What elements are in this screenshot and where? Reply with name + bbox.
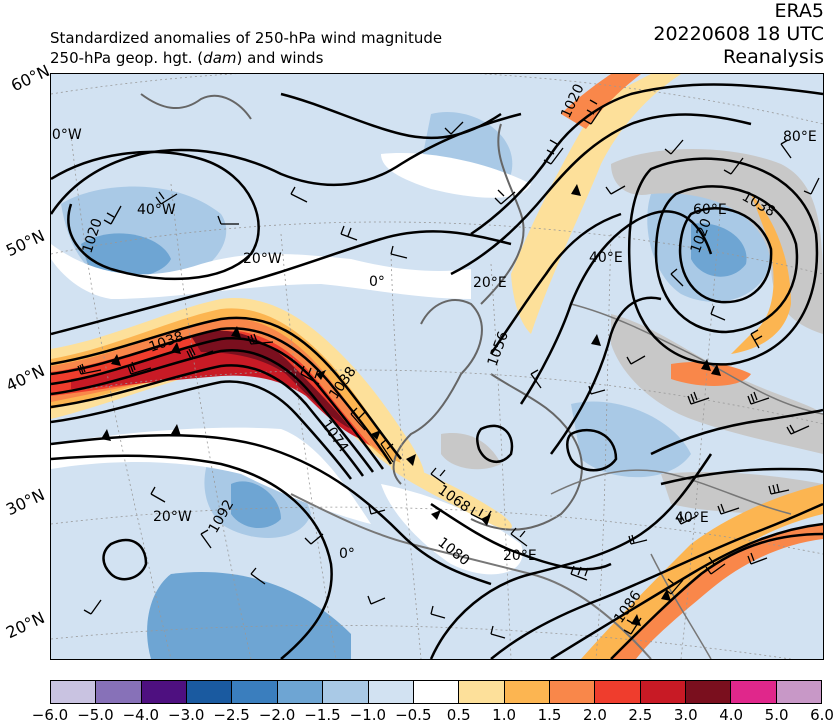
anomaly-region-blue: [147, 572, 351, 659]
lon-label: 60°E: [693, 202, 727, 218]
jet-streak-maximum: [191, 330, 351, 429]
coastline: [290, 493, 652, 659]
product-label: Reanalysis: [723, 46, 824, 68]
jet-streak-moderate: [581, 484, 823, 659]
coastline: [140, 93, 252, 120]
colorbar-tick-label: −2.5: [213, 706, 250, 724]
colorbar-tick-label: −2.0: [258, 706, 296, 724]
datetime-label: 20220608 18 UTC: [653, 23, 824, 45]
title-line-2: 250-hPa geop. hgt. (dam) and winds: [50, 49, 324, 67]
lon-label: 0°: [339, 546, 355, 562]
map-panel: 60°W 40°W 20°W 0° 20°E 40°E 60°E 80°E 20…: [50, 73, 824, 660]
lat-label: 30°N: [3, 484, 48, 520]
jet-streak-moderate: [731, 194, 791, 354]
colorbar-tick-label: 3.0: [673, 706, 698, 724]
colorbar-tick-label: 5.0: [764, 706, 789, 724]
jet-streak-strong: [561, 74, 641, 129]
map-title: Standardized anomalies of 250-hPa wind m…: [50, 28, 442, 68]
colorbar-tick-label: −1.0: [349, 706, 387, 724]
lon-label: 40°W: [137, 202, 176, 218]
lat-label: 40°N: [3, 360, 48, 396]
jet-streak-strong: [671, 362, 751, 386]
lon-label: 20°W: [153, 509, 192, 525]
colorbar-segment: [731, 681, 777, 703]
colorbar-tick-label: −4.0: [122, 706, 160, 724]
anomaly-region-blue: [691, 223, 747, 277]
border-line: [550, 469, 792, 515]
colorbar-tick-label: 6.0: [810, 706, 834, 724]
lon-label: 20°W: [243, 251, 282, 267]
colorbar-segment: [686, 681, 732, 703]
wind-barb-flags: [101, 184, 721, 626]
colorbar-segment: [413, 681, 460, 703]
height-contours: [51, 83, 823, 659]
anomaly-region-blue: [81, 233, 171, 279]
colorbar-tick-label: −3.0: [168, 706, 205, 724]
jet-streak-strong: [611, 524, 823, 659]
colorbar-tick-label: −1.5: [304, 706, 341, 724]
coastline: [480, 123, 525, 305]
colorbar-segment: [51, 681, 97, 703]
colorbar-tick-label: −5.0: [77, 706, 114, 724]
colorbar-ticks: −6.0 −5.0 −4.0 −3.0 −2.5 −2.0 −1.5 −1.0 −0.5 0.5 1…: [0, 706, 834, 724]
colorbar-tick-label: 2.5: [628, 706, 653, 724]
border-line: [650, 553, 712, 659]
map-canvas: 60°W 40°W 20°W 0° 20°E 40°E 60°E 80°E 20…: [51, 74, 823, 659]
colorbar-segment: [459, 681, 505, 703]
coastline: [392, 299, 483, 485]
lat-label: 60°N: [8, 60, 53, 96]
jet-streak-core: [71, 338, 361, 439]
colorbar-segment: [232, 681, 278, 703]
colorbar-segment: [549, 681, 596, 703]
source-label: ERA5: [774, 0, 824, 22]
lon-label: 20°E: [503, 548, 537, 564]
lat-label: 50°N: [3, 225, 48, 261]
colorbar-segment: [187, 681, 233, 703]
lat-label: 20°N: [3, 607, 48, 643]
colorbar-segment: [640, 681, 687, 703]
colorbar-segment: [595, 681, 641, 703]
wind-barbs: [77, 99, 820, 639]
colorbar-tick-label: −6.0: [31, 706, 69, 724]
lon-label: 40°E: [589, 250, 623, 266]
colorbar-segment: [96, 681, 142, 703]
colorbar-tick-label: 0.5: [446, 706, 471, 724]
anomaly-region-grey: [441, 433, 501, 470]
lon-label: 80°E: [783, 129, 817, 145]
colorbar-tick-label: 1.5: [537, 706, 562, 724]
colorbar-segment: [776, 681, 822, 703]
anomaly-region-neutral: [51, 427, 371, 524]
colorbar-segment: [368, 681, 414, 703]
colorbar-tick-label: 2.0: [583, 706, 607, 724]
colorbar-tick-label: −0.5: [395, 706, 432, 724]
anomaly-region-neutral: [51, 244, 471, 299]
lon-label: 20°E: [473, 275, 507, 291]
anomaly-region-blue: [231, 481, 281, 529]
lon-label: 60°W: [51, 127, 82, 143]
colorbar-tick-label: 4.0: [719, 706, 744, 724]
title-line-1: Standardized anomalies of 250-hPa wind m…: [50, 29, 443, 47]
coastline: [470, 373, 583, 531]
jet-streak-strong: [51, 318, 386, 454]
lon-label: 40°E: [675, 510, 709, 526]
longitude-labels: 60°W 40°W 20°W 0° 20°E 40°E 60°E 80°E 20…: [51, 127, 817, 564]
anomaly-region-blue: [571, 401, 691, 478]
anomaly-region-grey: [611, 149, 823, 334]
map-metadata: ERA5 20220608 18 UTC Reanalysis: [653, 0, 824, 69]
border-line: [570, 303, 823, 415]
colorbar-segment: [504, 681, 550, 703]
colorbar-tick-label: 1.0: [492, 706, 517, 724]
anomaly-region-neutral: [381, 484, 523, 575]
lon-label: 0°: [369, 274, 385, 290]
colorbar-segment: [277, 681, 324, 703]
colorbar-segment: [141, 681, 188, 703]
colorbar-segment: [323, 681, 369, 703]
colorbar: [50, 680, 822, 704]
anomaly-region-neutral: [381, 153, 531, 198]
jet-streak-weak: [511, 74, 681, 334]
